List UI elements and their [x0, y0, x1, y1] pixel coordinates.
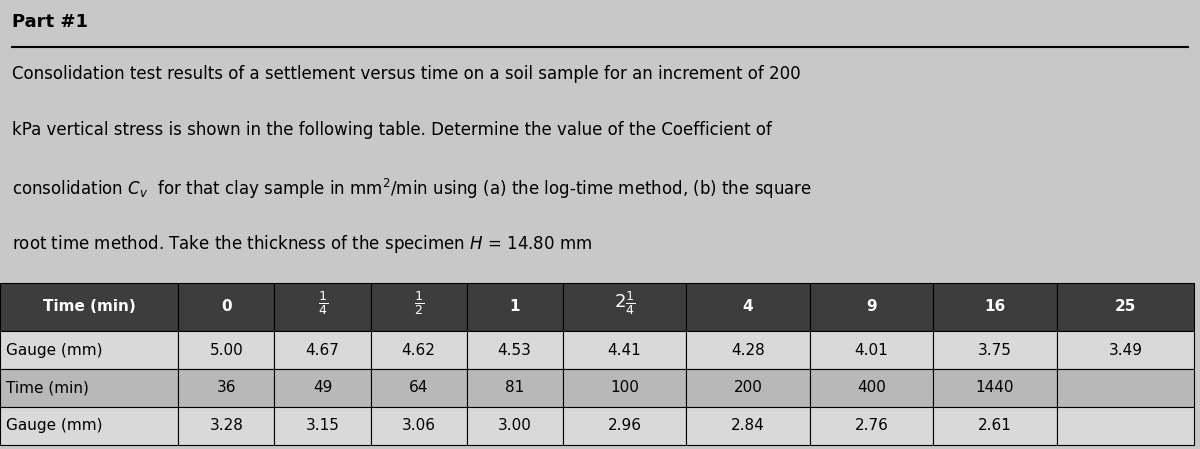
- Text: kPa vertical stress is shown in the following table. Determine the value of the : kPa vertical stress is shown in the foll…: [12, 121, 772, 139]
- Bar: [0, 331, 179, 369]
- Bar: [686, 407, 810, 445]
- Bar: [686, 369, 810, 407]
- Bar: [371, 369, 467, 407]
- Text: 4: 4: [743, 299, 754, 314]
- Bar: [563, 331, 686, 369]
- Bar: [1057, 331, 1194, 369]
- Text: $\frac{1}{4}$: $\frac{1}{4}$: [318, 290, 328, 317]
- Text: 25: 25: [1115, 299, 1136, 314]
- Text: 2.76: 2.76: [854, 418, 888, 433]
- Text: 4.41: 4.41: [607, 343, 641, 357]
- Bar: [934, 283, 1057, 331]
- Text: $\frac{1}{2}$: $\frac{1}{2}$: [414, 290, 424, 317]
- Text: 4.67: 4.67: [306, 343, 340, 357]
- Text: root time method. Take the thickness of the specimen $H$ = 14.80 mm: root time method. Take the thickness of …: [12, 233, 592, 255]
- Bar: [371, 283, 467, 331]
- Text: 3.00: 3.00: [498, 418, 532, 433]
- Bar: [810, 331, 934, 369]
- Bar: [934, 407, 1057, 445]
- Bar: [179, 369, 275, 407]
- Text: 4.53: 4.53: [498, 343, 532, 357]
- Text: Time (min): Time (min): [6, 380, 89, 395]
- Text: 4.62: 4.62: [402, 343, 436, 357]
- Text: 3.15: 3.15: [306, 418, 340, 433]
- Bar: [275, 283, 371, 331]
- Text: 64: 64: [409, 380, 428, 395]
- Text: 49: 49: [313, 380, 332, 395]
- Bar: [1057, 407, 1194, 445]
- Bar: [810, 407, 934, 445]
- Text: Gauge (mm): Gauge (mm): [6, 343, 102, 357]
- Bar: [934, 331, 1057, 369]
- Text: 1440: 1440: [976, 380, 1014, 395]
- Text: 81: 81: [505, 380, 524, 395]
- Bar: [810, 283, 934, 331]
- Bar: [0, 369, 179, 407]
- Bar: [563, 407, 686, 445]
- Text: Part #1: Part #1: [12, 13, 88, 31]
- Text: 100: 100: [610, 380, 638, 395]
- Bar: [179, 331, 275, 369]
- Text: Consolidation test results of a settlement versus time on a soil sample for an i: Consolidation test results of a settleme…: [12, 65, 800, 83]
- Text: 400: 400: [857, 380, 886, 395]
- Bar: [563, 369, 686, 407]
- Text: 200: 200: [733, 380, 762, 395]
- Text: Gauge (mm): Gauge (mm): [6, 418, 102, 433]
- Bar: [1057, 283, 1194, 331]
- Text: 16: 16: [984, 299, 1006, 314]
- Bar: [179, 283, 275, 331]
- Text: 9: 9: [866, 299, 877, 314]
- Text: 2.61: 2.61: [978, 418, 1012, 433]
- Bar: [563, 283, 686, 331]
- Text: 4.01: 4.01: [854, 343, 888, 357]
- Bar: [467, 283, 563, 331]
- Text: 3.28: 3.28: [210, 418, 244, 433]
- Text: 3.49: 3.49: [1109, 343, 1142, 357]
- Bar: [0, 407, 179, 445]
- Bar: [179, 407, 275, 445]
- Bar: [0, 283, 179, 331]
- Bar: [371, 331, 467, 369]
- Bar: [810, 369, 934, 407]
- Text: 36: 36: [217, 380, 236, 395]
- Text: 3.06: 3.06: [402, 418, 436, 433]
- Bar: [467, 369, 563, 407]
- Text: 2.84: 2.84: [731, 418, 764, 433]
- Bar: [686, 331, 810, 369]
- Text: 1: 1: [510, 299, 520, 314]
- Bar: [467, 331, 563, 369]
- Bar: [275, 407, 371, 445]
- Bar: [934, 369, 1057, 407]
- Text: 5.00: 5.00: [210, 343, 244, 357]
- Bar: [275, 369, 371, 407]
- Bar: [275, 331, 371, 369]
- Bar: [467, 407, 563, 445]
- Text: 0: 0: [221, 299, 232, 314]
- Bar: [686, 283, 810, 331]
- Text: consolidation $C_v$  for that clay sample in mm$^2$/min using (a) the log-time m: consolidation $C_v$ for that clay sample…: [12, 177, 812, 202]
- Text: $2\frac{1}{4}$: $2\frac{1}{4}$: [613, 290, 635, 317]
- Bar: [371, 407, 467, 445]
- Text: 2.96: 2.96: [607, 418, 642, 433]
- Text: 3.75: 3.75: [978, 343, 1012, 357]
- Bar: [1057, 369, 1194, 407]
- Text: 4.28: 4.28: [731, 343, 764, 357]
- Text: Time (min): Time (min): [43, 299, 136, 314]
